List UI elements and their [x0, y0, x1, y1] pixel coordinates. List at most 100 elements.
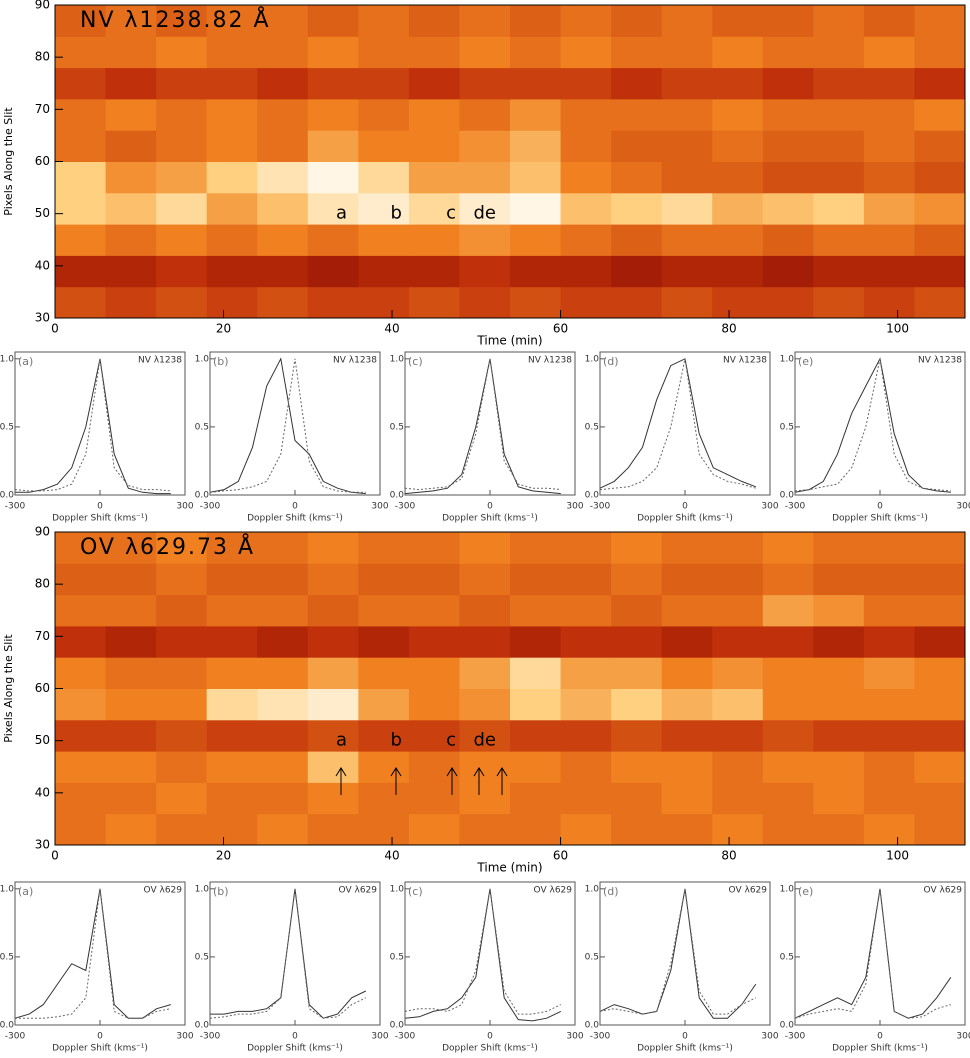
heat-cell [863, 224, 915, 256]
heat-cell [510, 532, 562, 564]
heat-cell [459, 563, 511, 596]
x-tick-label: 300 [371, 1032, 388, 1042]
heat-cell [661, 625, 713, 658]
heat-cell [510, 688, 562, 721]
arrow [390, 767, 402, 795]
heat-cell [510, 5, 562, 37]
panel-title: OV λ629 [144, 886, 183, 896]
heat-cell [914, 224, 966, 256]
heat-cell [611, 625, 663, 658]
y-tick-label: 0.5 [195, 952, 209, 962]
y-tick-label: 0.5 [195, 422, 209, 432]
heat-cell [813, 192, 865, 225]
heat-cell [863, 563, 915, 596]
x-tick-label: 0 [292, 1032, 298, 1042]
heat-cell [813, 98, 865, 131]
profile-line [794, 358, 951, 492]
y-tick-label: 50 [35, 206, 50, 220]
heat-cell [206, 224, 258, 256]
heat-cell [560, 751, 612, 783]
x-tick-label: 80 [721, 322, 736, 336]
heat-cell [914, 688, 966, 721]
heat-cell [257, 563, 309, 596]
heat-cell [459, 130, 511, 162]
x-tick-label: -300 [200, 1032, 221, 1042]
y-tick-label: 1.0 [0, 884, 14, 894]
heat-cell [661, 719, 713, 752]
heat-cell [459, 5, 511, 37]
heat-cell [661, 657, 713, 689]
heat-cell [459, 532, 511, 564]
x-tick-label: 0 [51, 322, 59, 336]
heat-cell [408, 5, 460, 37]
heat-cell [712, 98, 764, 131]
heat-cell [105, 594, 157, 627]
heat-cell [206, 5, 258, 37]
profile-line [210, 888, 367, 1019]
heat-cell [408, 594, 460, 627]
panel-title: OV λ629 [339, 886, 378, 896]
heat-cell [156, 36, 208, 69]
heat-cell [358, 782, 410, 815]
heat-cell [358, 161, 410, 194]
heat-cell [55, 594, 107, 627]
heat-cell [863, 751, 915, 783]
x-tick-label: 0 [292, 502, 298, 512]
heat-cell [611, 161, 663, 194]
heat-cell [611, 657, 663, 689]
heat-cell [459, 751, 511, 783]
heat-cell [156, 224, 208, 256]
heat-cell [459, 255, 511, 288]
heat-cell [914, 751, 966, 783]
heat-cell [358, 224, 410, 256]
heat-cell [206, 782, 258, 815]
x-tick-label: -300 [395, 502, 416, 512]
heat-cell [358, 657, 410, 689]
heat-cell [510, 782, 562, 815]
heat-cell [661, 67, 713, 100]
heat-cell [863, 625, 915, 658]
heat-cell [55, 688, 107, 721]
heat-cell [358, 625, 410, 658]
heat-cell [459, 813, 511, 846]
heat-cell [358, 751, 410, 783]
heat-cell [408, 719, 460, 752]
heat-cell [712, 5, 764, 37]
heat-cell [206, 36, 258, 69]
heat-cell [611, 688, 663, 721]
x-tick-label: 0 [877, 1032, 883, 1042]
arrow [496, 767, 508, 795]
heat-cell [105, 98, 157, 131]
heat-cell [206, 688, 258, 721]
heat-cell [307, 813, 359, 846]
heat-cell [510, 192, 562, 225]
heat-cell [813, 286, 865, 319]
x-axis-label: Time (min) [476, 861, 542, 875]
heat-cell [408, 563, 460, 596]
heat-cell [105, 563, 157, 596]
panel-title: NV λ1238 [918, 356, 962, 366]
x-tick-label: 300 [566, 1032, 583, 1042]
heat-cell [408, 224, 460, 256]
annotation: c [446, 730, 456, 751]
heat-cell [560, 67, 612, 100]
heat-cell [762, 751, 814, 783]
y-tick-label: 0.5 [585, 422, 599, 432]
annotation: a [336, 730, 347, 751]
heat-cell [206, 657, 258, 689]
heat-cell [408, 67, 460, 100]
heat-cell [661, 563, 713, 596]
heat-cell [560, 5, 612, 37]
profile-line [404, 888, 562, 1022]
heat-cell [813, 563, 865, 596]
heat-cell [510, 813, 562, 846]
heat-cell [712, 130, 764, 162]
x-tick-label: -300 [785, 1032, 806, 1042]
panel-label: (a) [18, 355, 33, 368]
heat-cell [712, 751, 764, 783]
heat-cell [206, 286, 258, 319]
y-tick-label: 40 [35, 785, 50, 799]
x-tick-label: 100 [886, 322, 909, 336]
heat-cell [156, 192, 208, 225]
heat-cell [712, 286, 764, 319]
